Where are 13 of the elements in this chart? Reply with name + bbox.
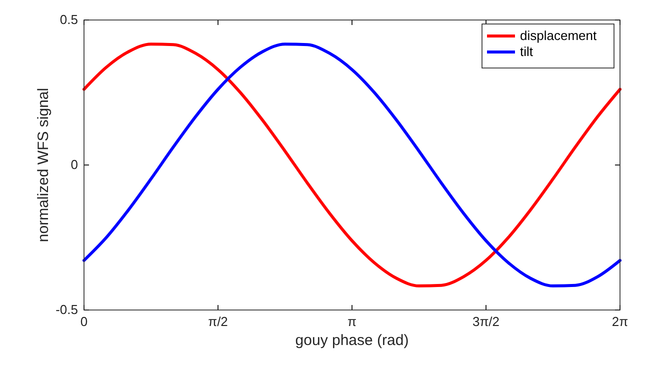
- y-tick-label: 0: [70, 157, 78, 172]
- y-tick-label: 0.5: [60, 12, 78, 27]
- x-tick-label: 0: [80, 314, 88, 329]
- legend-label: displacement: [520, 28, 597, 43]
- legend-label: tilt: [520, 44, 534, 59]
- x-axis-title: gouy phase (rad): [295, 332, 409, 349]
- x-tick-label: π/2: [208, 314, 228, 329]
- line-series: [82, 42, 622, 288]
- x-tick-label: 2π: [612, 314, 628, 329]
- y-axis-title: normalized WFS signal: [35, 88, 52, 242]
- x-tick-label: 3π/2: [472, 314, 500, 329]
- x-tick-label: π: [348, 314, 357, 329]
- y-tick-label: -0.5: [56, 302, 78, 317]
